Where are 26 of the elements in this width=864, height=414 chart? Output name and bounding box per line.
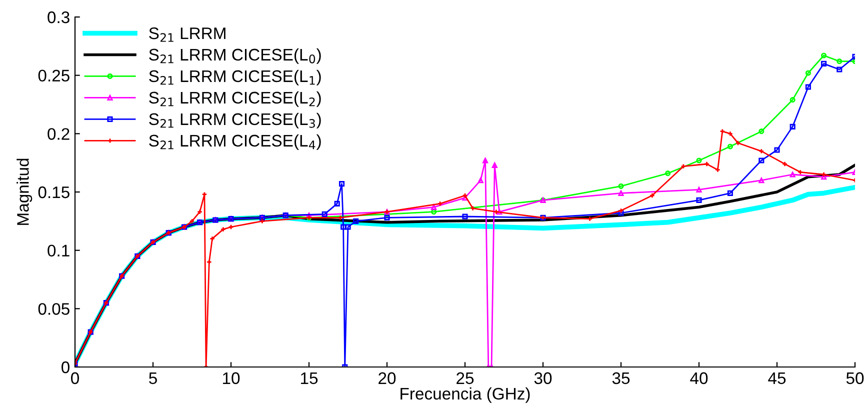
legend-label: S$_{21}$ LRRM CICESE(L$_{3}$) [149,112,321,128]
x-tick-label: 50 [846,372,864,384]
y-tick-label: 0.25 [38,70,70,82]
y-tick-label: 0.15 [38,186,70,198]
y-tick-label: 0.2 [48,128,70,140]
x-axis-title: Frecuencia (GHz) [400,387,530,403]
x-tick-label: 0 [71,372,79,384]
legend-label: S$_{21}$ LRRM CICESE(L$_{0}$) [149,48,321,64]
legend-label: S$_{21}$ LRRM CICESE(L$_{2}$) [149,91,321,107]
legend-label: S$_{21}$ LRRM [149,27,226,42]
x-tick-label: 25 [456,372,474,384]
x-tick-label: 35 [612,372,630,384]
x-tick-label: 15 [301,372,318,384]
y-axis-title: Magnitud [16,158,32,225]
x-tick-label: 5 [149,372,157,384]
x-tick-label: 45 [768,372,786,384]
y-tick-label: 0.3 [48,11,70,24]
x-tick-label: 20 [378,372,396,384]
x-tick-label: 10 [223,372,240,384]
y-tick-label: 0.05 [38,303,70,315]
legend-label: S$_{21}$ LRRM CICESE(L$_{1}$) [149,70,321,86]
y-tick-label: 0 [62,361,70,374]
legend-label: S$_{21}$ LRRM CICESE(L$_{4}$) [149,134,321,150]
x-tick-label: 40 [690,372,708,384]
x-tick-label: 30 [534,372,552,384]
y-tick-label: 0.1 [48,244,70,257]
